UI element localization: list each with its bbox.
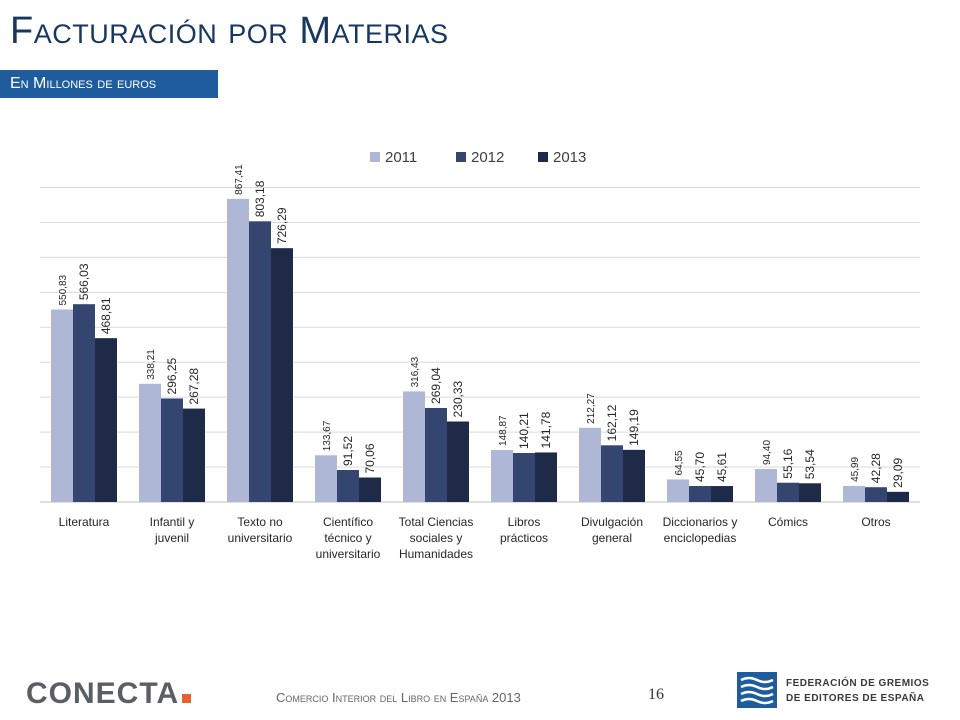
data-label: 468,81 (99, 297, 113, 334)
bar (337, 470, 359, 502)
federation-line-2: DE EDITORES DE ESPAÑA (786, 693, 925, 704)
slide-title: Facturación por Materias (10, 10, 449, 52)
federation-line-1: FEDERACIÓN DE GREMIOS (786, 678, 930, 689)
category-label: Total Ciencias (399, 515, 474, 529)
category-label: prácticos (500, 531, 548, 545)
legend-swatch (538, 152, 548, 162)
category-label: general (592, 531, 632, 545)
bar (51, 309, 73, 502)
bar (513, 453, 535, 502)
federation-name: FEDERACIÓN DE GREMIOS DE EDITORES DE ESP… (786, 676, 929, 706)
data-label: 566,03 (77, 263, 91, 300)
legend-swatch (456, 152, 466, 162)
legend-label: 2013 (553, 149, 586, 166)
bar (843, 485, 865, 502)
category-label: universitario (316, 547, 381, 561)
data-label: 64,55 (674, 450, 685, 475)
bar (403, 391, 425, 502)
bar (667, 479, 689, 502)
bar (623, 449, 645, 502)
category-label: Otros (861, 515, 890, 529)
bar (799, 483, 821, 502)
data-label: 148,87 (498, 415, 509, 446)
footer-caption: Comercio Interior del Libro en España 20… (276, 690, 521, 705)
data-label: 267,28 (187, 368, 201, 405)
category-label: universitario (228, 531, 293, 545)
category-label: técnico y (324, 531, 371, 545)
bar (73, 304, 95, 502)
bar (777, 482, 799, 502)
page-number: 16 (648, 686, 664, 703)
data-label: 269,04 (429, 367, 443, 404)
data-label: 316,43 (410, 356, 421, 387)
bar (95, 338, 117, 502)
bar (535, 452, 557, 502)
data-label: 45,99 (850, 456, 861, 481)
data-label: 338,21 (146, 349, 157, 380)
data-label: 29,09 (891, 457, 905, 487)
bar (161, 398, 183, 502)
bar (271, 248, 293, 502)
data-label: 296,25 (165, 357, 179, 394)
data-label: 53,54 (803, 449, 817, 479)
bar (183, 408, 205, 502)
data-label: 55,16 (781, 448, 795, 478)
bar (227, 198, 249, 502)
bar (425, 407, 447, 502)
legend-label: 2012 (471, 149, 504, 166)
data-label: 42,28 (869, 453, 883, 483)
category-label: Científico (323, 515, 373, 529)
bar (447, 421, 469, 502)
subtitle-band: En Millones de euros (0, 70, 218, 98)
legend-label: 2011 (385, 149, 417, 166)
data-label: 803,18 (253, 180, 267, 217)
federation-emblem-icon (737, 672, 777, 708)
data-label: 140,21 (517, 412, 531, 449)
data-label: 230,33 (451, 380, 465, 417)
bar-chart: 550,83 338,21 867,41 133,67 316,43 148,87 212,… (40, 149, 920, 561)
bar (887, 491, 909, 502)
bar (315, 455, 337, 502)
bar (359, 477, 381, 502)
category-label: Divulgación (581, 515, 643, 529)
data-label: 550,83 (58, 274, 69, 305)
bar (579, 427, 601, 502)
data-label: 867,41 (234, 164, 245, 195)
data-label: 162,12 (605, 404, 619, 441)
category-label: Infantil y (150, 515, 195, 529)
bar (491, 449, 513, 502)
data-label: 726,29 (275, 207, 289, 244)
category-label: Cómics (768, 515, 808, 529)
category-label: Texto no (237, 515, 283, 529)
logo-dot-icon (182, 694, 192, 703)
bar (601, 445, 623, 502)
category-label: enciclopedias (664, 531, 737, 545)
bar (755, 469, 777, 502)
bar (711, 486, 733, 502)
data-label: 133,67 (322, 420, 333, 451)
category-label: Diccionarios y (663, 515, 738, 529)
data-label: 149,19 (627, 409, 641, 446)
data-label: 70,06 (363, 443, 377, 473)
conecta-logo: CONECTA (26, 677, 192, 711)
data-label: 91,52 (341, 436, 355, 466)
data-label: 94,40 (762, 440, 773, 465)
legend-swatch (370, 152, 380, 162)
bar (689, 486, 711, 502)
category-label: juvenil (154, 531, 189, 545)
data-label: 45,61 (715, 452, 729, 482)
data-label: 141,78 (539, 411, 553, 448)
category-label: Humanidades (399, 547, 473, 561)
bar (865, 487, 887, 502)
data-label: 45,70 (693, 452, 707, 482)
data-label: 212,27 (586, 393, 597, 424)
category-label: Libros (508, 515, 541, 529)
bar (249, 221, 271, 502)
conecta-logo-text: CONECTA (26, 677, 180, 710)
category-label: sociales y (410, 531, 463, 545)
bar (139, 383, 161, 502)
category-label: Literatura (59, 515, 110, 529)
